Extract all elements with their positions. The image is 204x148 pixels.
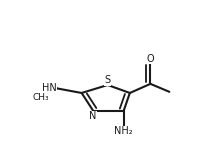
Text: HN: HN — [42, 83, 56, 93]
Text: O: O — [147, 54, 154, 64]
Text: NH₂: NH₂ — [114, 127, 133, 136]
Text: S: S — [105, 75, 111, 85]
Text: CH₃: CH₃ — [32, 93, 49, 102]
Text: N: N — [89, 111, 96, 121]
